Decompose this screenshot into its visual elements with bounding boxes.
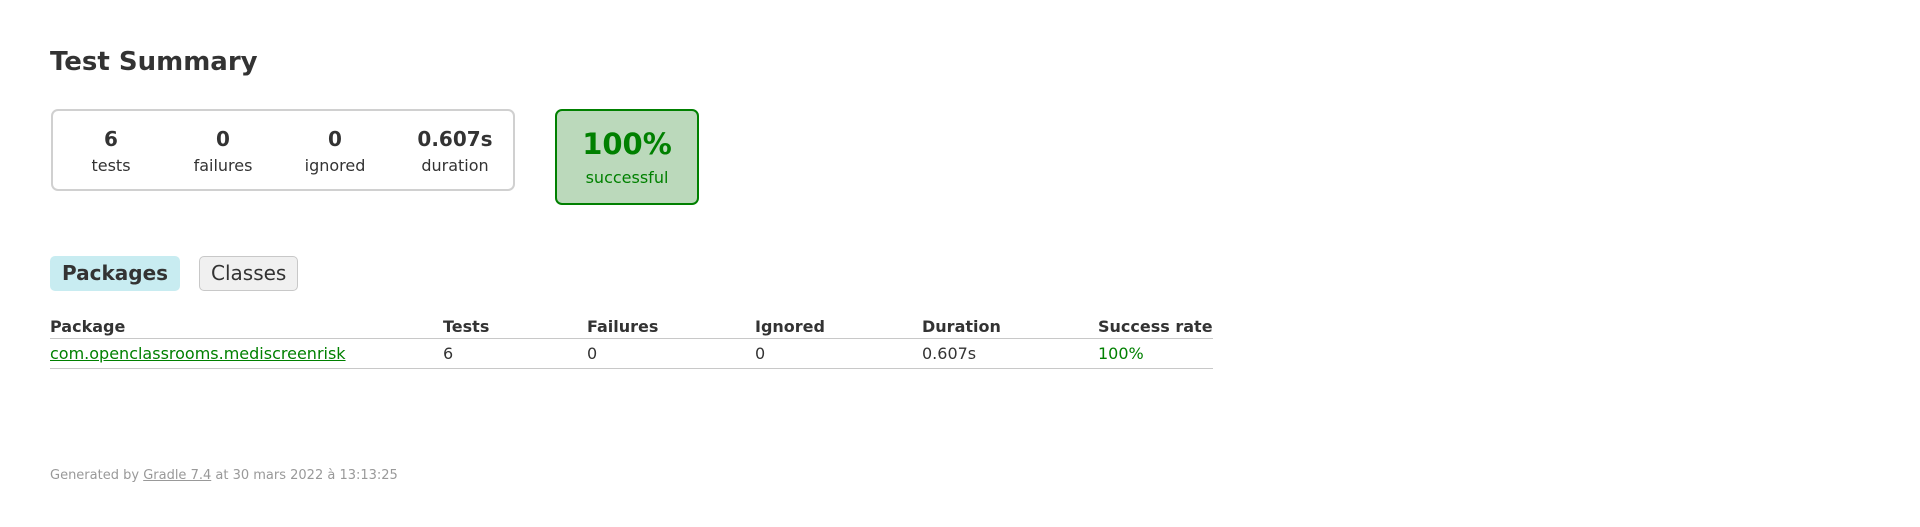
package-link[interactable]: com.openclassrooms.mediscreenrisk xyxy=(50,344,346,363)
success-rate-cell: 100% xyxy=(1098,338,1213,369)
gradle-link[interactable]: Gradle 7.4 xyxy=(143,468,212,483)
failures-counter: 0 failures xyxy=(194,127,253,176)
ignored-label: ignored xyxy=(304,156,366,175)
column-header-ignored: Ignored xyxy=(755,316,922,339)
tests-counter: 6 tests xyxy=(91,127,130,176)
summary-counters: 6 tests 0 failures 0 ignored 0.607s dura… xyxy=(51,109,515,191)
success-rate-label: successful xyxy=(585,168,669,187)
tests-count: 6 xyxy=(104,127,118,151)
table-row: com.openclassrooms.mediscreenrisk 6 0 0 … xyxy=(50,338,1213,369)
tests-label: tests xyxy=(91,156,131,175)
column-header-package: Package xyxy=(50,316,443,339)
column-header-success-rate: Success rate xyxy=(1098,316,1213,339)
success-rate-box: 100% successful xyxy=(555,109,699,205)
page-title: Test Summary xyxy=(50,47,258,77)
packages-table: Package Tests Failures Ignored Duration … xyxy=(50,316,1213,369)
failures-count: 0 xyxy=(216,127,230,151)
footer: Generated by Gradle 7.4 at 30 mars 2022 … xyxy=(50,468,398,483)
duration-counter: 0.607s duration xyxy=(417,127,492,176)
column-header-tests: Tests xyxy=(443,316,587,339)
duration-cell: 0.607s xyxy=(922,338,1098,369)
duration-label: duration xyxy=(421,156,489,175)
ignored-counter: 0 ignored xyxy=(305,127,366,176)
tests-cell: 6 xyxy=(443,338,587,369)
footer-timestamp: at 30 mars 2022 à 13:13:25 xyxy=(211,468,398,483)
success-rate-value: 100% xyxy=(582,127,672,161)
table-header-row: Package Tests Failures Ignored Duration … xyxy=(50,316,1213,339)
package-cell: com.openclassrooms.mediscreenrisk xyxy=(50,338,443,369)
column-header-failures: Failures xyxy=(587,316,755,339)
tab-classes[interactable]: Classes xyxy=(199,256,299,291)
ignored-count: 0 xyxy=(328,127,342,151)
column-header-duration: Duration xyxy=(922,316,1098,339)
failures-label: failures xyxy=(193,156,253,175)
ignored-cell: 0 xyxy=(755,338,922,369)
footer-prefix: Generated by xyxy=(50,468,144,483)
failures-cell: 0 xyxy=(587,338,755,369)
tab-packages[interactable]: Packages xyxy=(50,256,181,291)
duration-value: 0.607s xyxy=(417,127,493,151)
